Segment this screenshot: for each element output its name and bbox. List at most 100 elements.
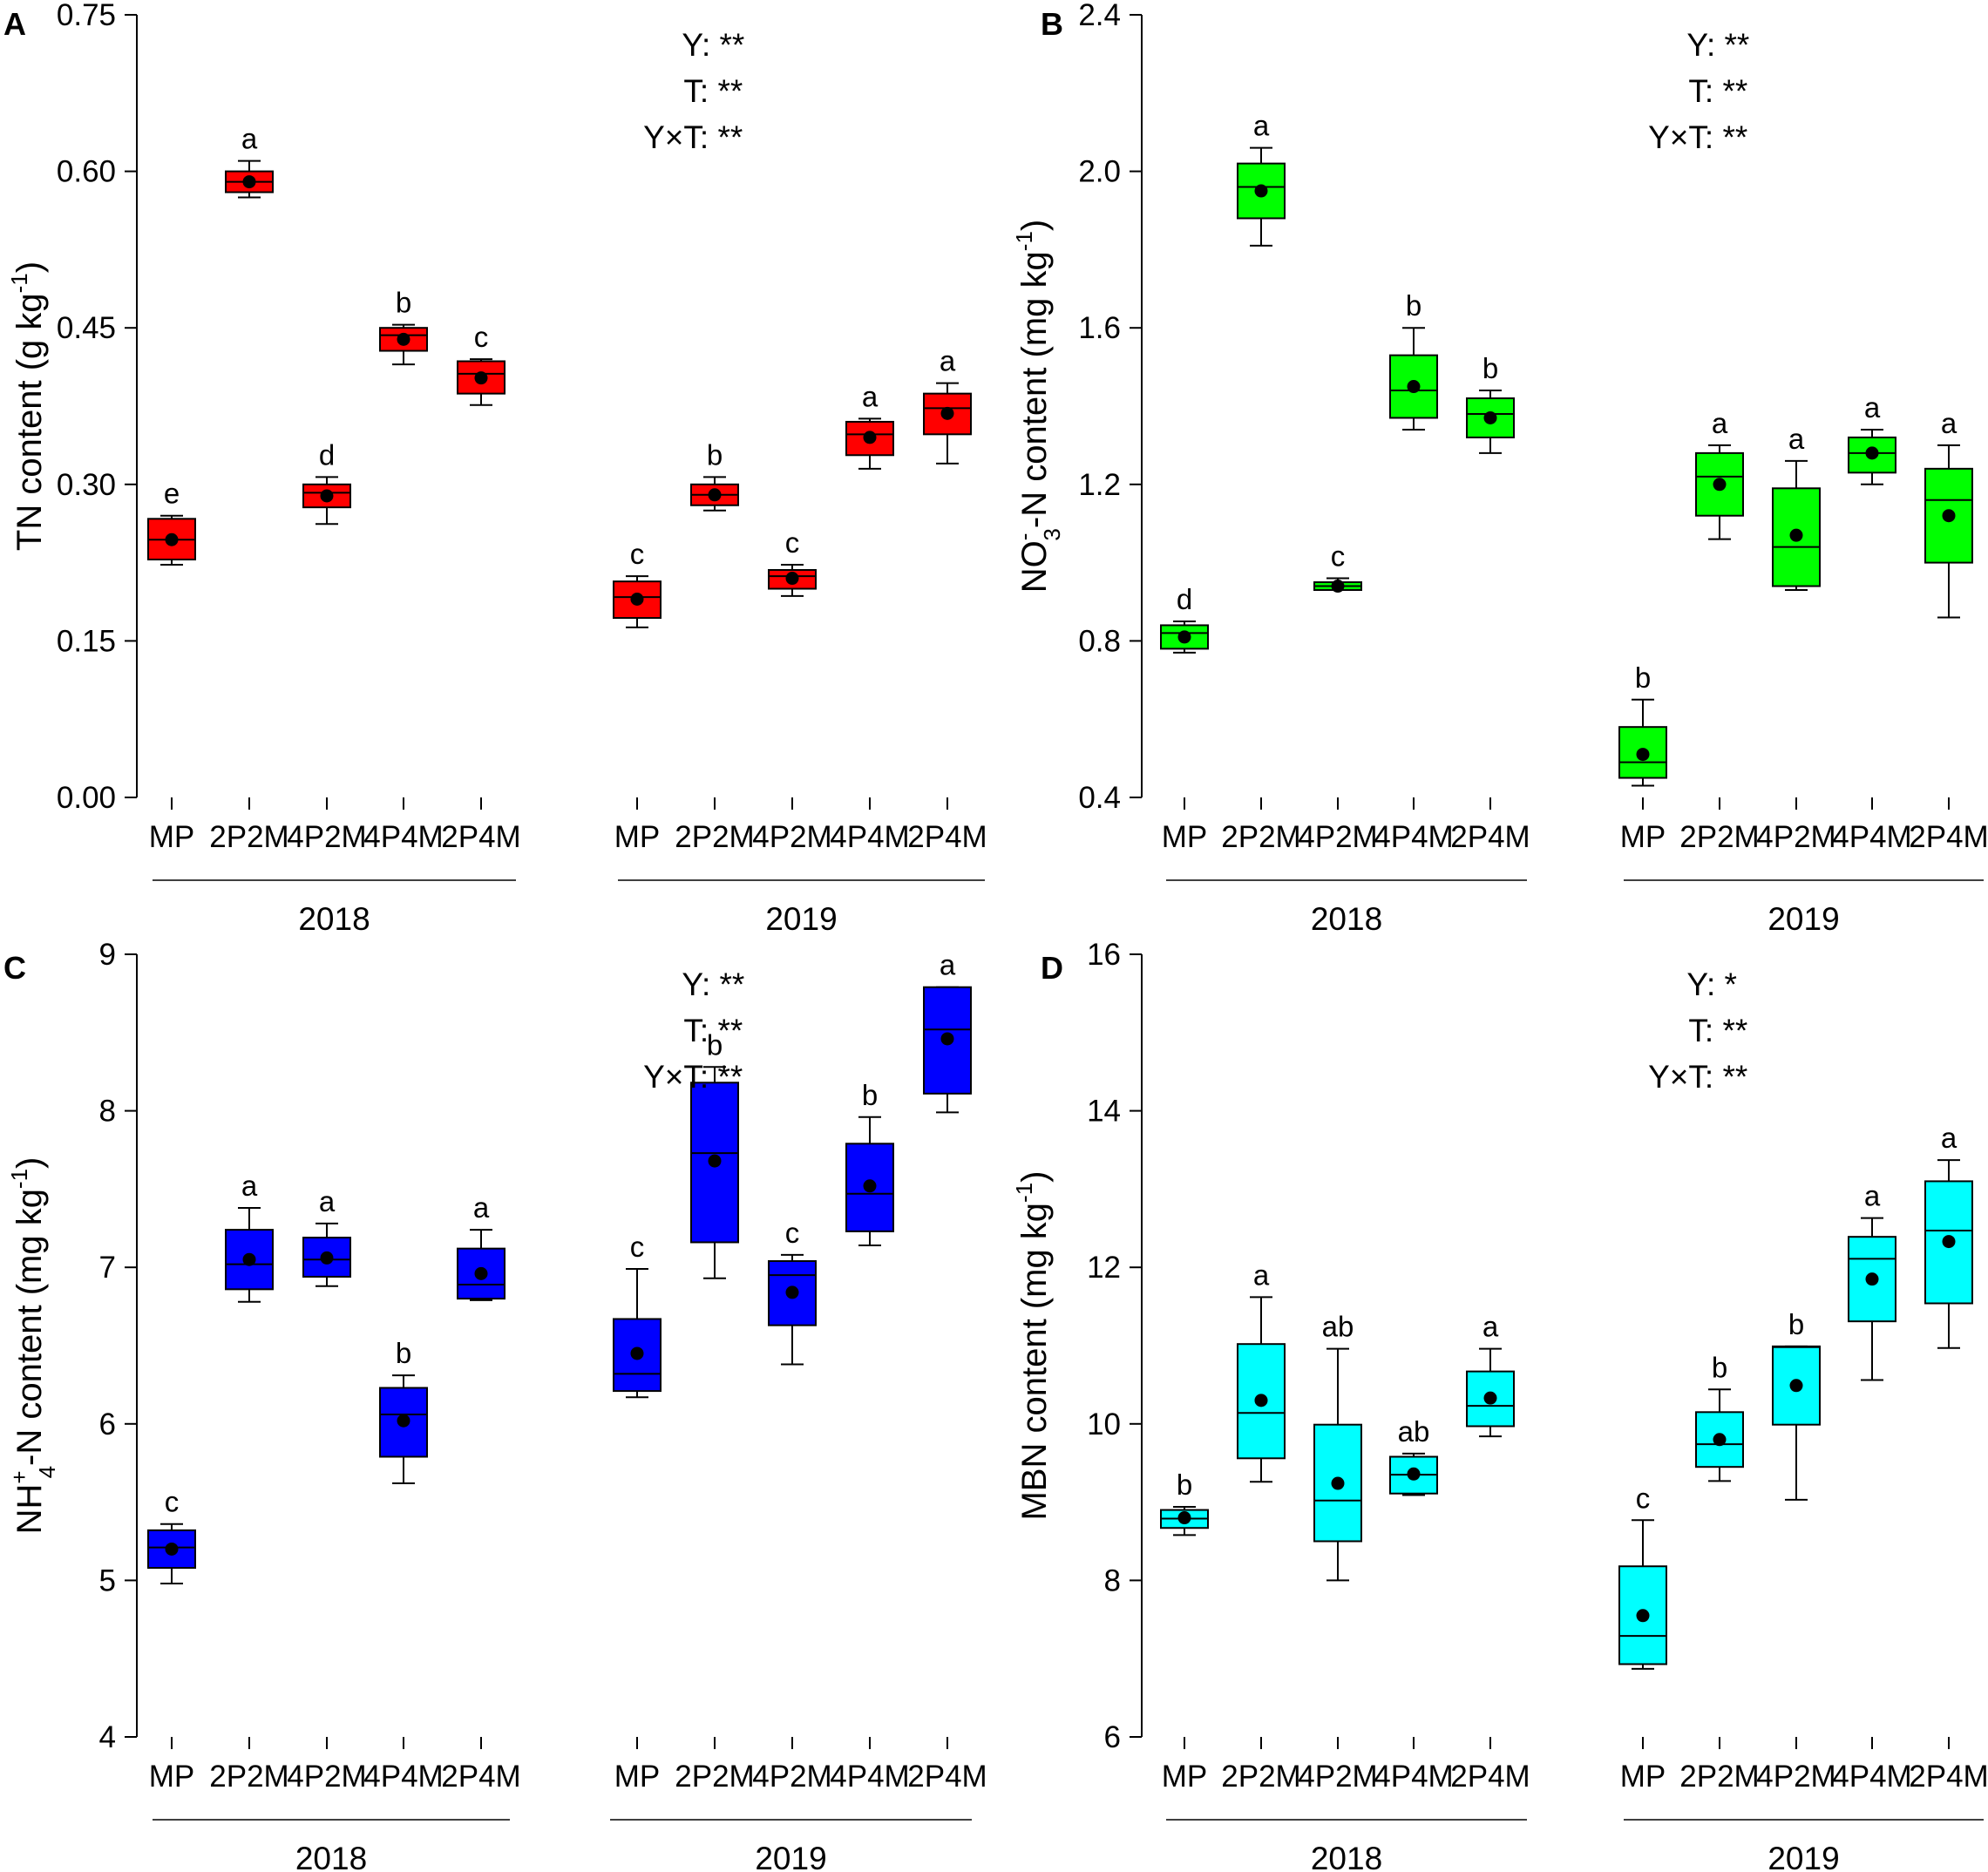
mean-marker [1789, 1379, 1803, 1393]
box-4p4m: b [379, 287, 428, 366]
mean-marker [1483, 410, 1497, 424]
significance-letter: ab [1398, 1415, 1430, 1448]
box-4p2m: d [302, 438, 351, 526]
box-2p4m: a [1924, 407, 1973, 619]
box-2p2m: a [1237, 110, 1286, 247]
x-category-label: 4P2M [1298, 1760, 1377, 1794]
mean-marker [785, 572, 799, 586]
mean-marker [630, 593, 644, 607]
y-tick-label: 5 [99, 1563, 116, 1597]
y-tick-label: 0.15 [57, 624, 116, 658]
mean-marker [863, 431, 877, 444]
y-tick-label: 14 [1087, 1095, 1121, 1129]
significance-letter: a [241, 1170, 258, 1202]
significance-letter: c [1331, 540, 1346, 573]
significance-letter: a [1941, 407, 1957, 439]
significance-letter: b [1177, 1468, 1192, 1501]
anova-stat: Y×T: ** [1648, 119, 1747, 155]
mean-marker [940, 406, 954, 420]
box-mp: c [613, 538, 662, 628]
significance-letter: c [630, 538, 645, 570]
significance-letter: b [707, 1028, 723, 1061]
mean-marker [242, 175, 256, 189]
x-category-label: 2P2M [209, 1760, 288, 1794]
x-category-label: 2P2M [1221, 1760, 1300, 1794]
significance-letter: c [165, 1486, 180, 1518]
significance-letter: c [630, 1231, 645, 1263]
panel-b: B 0.4 0.8 1.2 1.6 2.0 2.4 NO-3-N content (mg kg… [1011, 0, 1988, 937]
mean-marker [1483, 1391, 1497, 1405]
y-tick-label: 10 [1087, 1407, 1121, 1441]
mean-marker [940, 1032, 954, 1046]
significance-letter: d [1177, 583, 1192, 615]
anova-stat: Y×T: ** [1648, 1059, 1747, 1095]
y-tick-label: 16 [1087, 938, 1121, 972]
mean-marker [474, 1266, 488, 1280]
x-category-label: 4P4M [1374, 1760, 1453, 1794]
anova-stat: T: ** [683, 1013, 743, 1048]
mean-marker [1407, 380, 1421, 394]
significance-letter: b [862, 1079, 878, 1111]
significance-letter: a [473, 1191, 490, 1224]
mean-marker [1865, 446, 1879, 460]
box-4p2m: ab [1313, 1311, 1362, 1582]
mean-marker [1713, 478, 1727, 492]
year-label: 2018 [1311, 1841, 1382, 1872]
box-mp: e [147, 478, 196, 566]
y-tick-label: 0.45 [57, 311, 116, 345]
significance-letter: e [164, 478, 180, 510]
mean-marker [242, 1252, 256, 1266]
anova-stat: Y: ** [1686, 27, 1749, 63]
x-category-label: MP [149, 1760, 195, 1794]
mean-marker [320, 489, 334, 503]
anova-stat: Y: ** [682, 27, 744, 63]
x-category-label: 4P4M [830, 1760, 909, 1794]
box-4p4m: a [1848, 391, 1896, 485]
significance-letter: a [862, 380, 879, 412]
box-mp: c [613, 1231, 662, 1399]
box-4p2m: a [302, 1185, 351, 1287]
box-4p4m: a [1848, 1180, 1896, 1381]
box-iqr [1924, 1180, 1973, 1305]
significance-letter: a [1864, 391, 1881, 424]
x-category-label: 2P2M [1679, 820, 1759, 854]
panel-letter: B [1041, 6, 1063, 42]
y-tick-label: 6 [99, 1407, 116, 1441]
mean-marker [165, 532, 179, 546]
box-4p2m: a [1772, 423, 1821, 592]
mean-marker [1331, 580, 1345, 593]
x-category-label: 4P2M [752, 1760, 831, 1794]
panel-a: A 0.00 0.15 0.30 0.45 0.60 0.75 TN content (g k… [3, 0, 987, 937]
mean-marker [708, 488, 722, 502]
x-category-label: 4P4M [1374, 820, 1453, 854]
x-category-label: MP [149, 820, 195, 854]
y-tick-label: 0.00 [57, 781, 116, 815]
significance-letter: b [1406, 289, 1421, 322]
mean-marker [397, 332, 410, 346]
mean-marker [708, 1154, 722, 1168]
x-category-label: MP [1620, 820, 1666, 854]
x-category-label: 2P2M [1679, 1760, 1759, 1794]
y-tick-label: 0.30 [57, 468, 116, 502]
year-label: 2019 [1767, 901, 1839, 937]
y-tick-label: 8 [99, 1095, 116, 1129]
anova-stat: Y: ** [682, 967, 744, 1002]
y-axis-title: TN content (g kg-1) [6, 261, 49, 551]
box-2p4m: a [1924, 1122, 1973, 1349]
x-category-label: 4P4M [1832, 820, 1911, 854]
box-2p2m: a [225, 123, 274, 199]
mean-marker [1407, 1467, 1421, 1481]
box-mp: c [1618, 1482, 1667, 1670]
significance-letter: a [241, 123, 258, 155]
mean-marker [1636, 748, 1650, 762]
y-tick-label: 8 [1104, 1563, 1121, 1597]
significance-letter: a [940, 345, 956, 377]
box-2p2m: b [1695, 1351, 1744, 1482]
box-2p4m: c [457, 321, 505, 406]
year-label: 2018 [295, 1841, 367, 1872]
anova-stat: Y×T: ** [643, 1059, 743, 1095]
x-category-label: 4P2M [1298, 820, 1377, 854]
year-label: 2018 [1311, 901, 1382, 937]
y-tick-label: 12 [1087, 1251, 1121, 1285]
